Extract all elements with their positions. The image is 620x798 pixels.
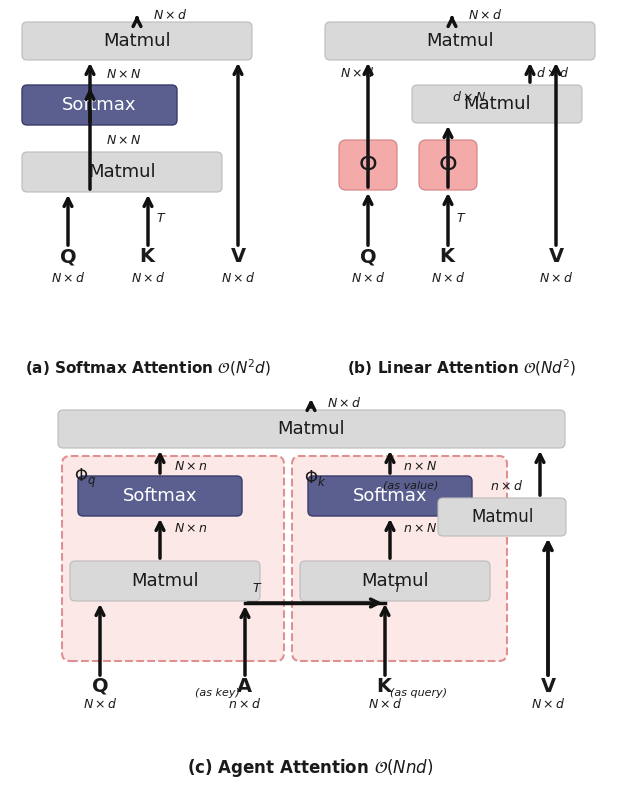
FancyBboxPatch shape — [22, 152, 222, 192]
Text: $N \times d$: $N \times d$ — [221, 271, 255, 285]
Text: Softmax: Softmax — [353, 487, 427, 505]
Text: $T$: $T$ — [156, 211, 166, 224]
Text: $\mathbf{K}$: $\mathbf{K}$ — [139, 247, 157, 267]
Text: $N \times n$: $N \times n$ — [174, 460, 208, 472]
Text: Matmul: Matmul — [472, 508, 534, 526]
FancyBboxPatch shape — [22, 85, 177, 125]
Text: (as key): (as key) — [195, 688, 240, 698]
Text: Softmax: Softmax — [62, 96, 136, 114]
FancyBboxPatch shape — [292, 456, 507, 661]
Text: $\mathbf{K}$: $\mathbf{K}$ — [376, 677, 394, 696]
FancyBboxPatch shape — [70, 561, 260, 601]
Text: (a) Softmax Attention $\mathcal{O}(N^2d)$: (a) Softmax Attention $\mathcal{O}(N^2d)… — [25, 358, 271, 378]
Text: $T$: $T$ — [393, 582, 404, 595]
Text: $d \times d$: $d \times d$ — [536, 66, 569, 80]
Text: (as value): (as value) — [383, 481, 438, 491]
Text: $n \times N$: $n \times N$ — [403, 522, 437, 535]
Text: $\mathbf{K}$: $\mathbf{K}$ — [439, 247, 457, 267]
Text: Matmul: Matmul — [88, 163, 156, 181]
FancyBboxPatch shape — [339, 140, 397, 190]
Text: $N \times N$: $N \times N$ — [106, 69, 142, 81]
Text: $n \times N$: $n \times N$ — [403, 460, 437, 472]
FancyBboxPatch shape — [58, 410, 565, 448]
FancyBboxPatch shape — [78, 476, 242, 516]
Text: $\mathbf{Q}$: $\mathbf{Q}$ — [59, 247, 77, 267]
Text: $N \times d$: $N \times d$ — [131, 271, 166, 285]
Text: $N \times d$: $N \times d$ — [82, 697, 117, 711]
Text: Matmul: Matmul — [103, 32, 171, 50]
Text: $N \times d$: $N \times d$ — [340, 66, 374, 80]
Text: $\mathbf{A}$: $\mathbf{A}$ — [236, 677, 254, 696]
Text: $\Phi$: $\Phi$ — [358, 153, 378, 177]
FancyBboxPatch shape — [308, 476, 472, 516]
Text: $N \times d$: $N \times d$ — [531, 697, 565, 711]
Text: $n \times d$: $n \times d$ — [490, 479, 523, 493]
Text: Matmul: Matmul — [361, 572, 429, 590]
Text: $N \times d$: $N \times d$ — [431, 271, 466, 285]
Text: Matmul: Matmul — [277, 420, 345, 438]
Text: $\mathbf{V}$: $\mathbf{V}$ — [547, 247, 564, 267]
FancyBboxPatch shape — [419, 140, 477, 190]
Text: (b) Linear Attention $\mathcal{O}(Nd^2)$: (b) Linear Attention $\mathcal{O}(Nd^2)$ — [347, 358, 577, 378]
FancyBboxPatch shape — [412, 85, 582, 123]
Text: (as query): (as query) — [390, 688, 447, 698]
FancyBboxPatch shape — [62, 456, 284, 661]
Text: $N \times d$: $N \times d$ — [539, 271, 574, 285]
Text: $\mathbf{V}$: $\mathbf{V}$ — [229, 247, 247, 267]
FancyBboxPatch shape — [22, 22, 252, 60]
Text: $N \times d$: $N \times d$ — [153, 8, 188, 22]
FancyBboxPatch shape — [325, 22, 595, 60]
Text: $N \times d$: $N \times d$ — [327, 396, 361, 410]
Text: $N \times d$: $N \times d$ — [351, 271, 386, 285]
Text: $N \times N$: $N \times N$ — [106, 133, 142, 147]
FancyBboxPatch shape — [438, 498, 566, 536]
Text: (c) Agent Attention $\mathcal{O}(Nnd)$: (c) Agent Attention $\mathcal{O}(Nnd)$ — [187, 757, 433, 779]
Text: $\Phi_k$: $\Phi_k$ — [304, 468, 326, 488]
Text: Matmul: Matmul — [426, 32, 494, 50]
Text: Matmul: Matmul — [463, 95, 531, 113]
Text: $\mathbf{V}$: $\mathbf{V}$ — [539, 677, 557, 696]
Text: $\mathbf{Q}$: $\mathbf{Q}$ — [359, 247, 377, 267]
Text: $N \times n$: $N \times n$ — [174, 522, 208, 535]
Text: $N \times d$: $N \times d$ — [368, 697, 402, 711]
Text: Matmul: Matmul — [131, 572, 199, 590]
FancyBboxPatch shape — [300, 561, 490, 601]
Text: Softmax: Softmax — [123, 487, 197, 505]
Text: $N \times d$: $N \times d$ — [468, 8, 503, 22]
Text: $N \times d$: $N \times d$ — [51, 271, 86, 285]
Text: $T$: $T$ — [252, 582, 262, 595]
Text: $\Phi_q$: $\Phi_q$ — [74, 466, 96, 490]
Text: $n \times d$: $n \times d$ — [228, 697, 262, 711]
Text: $\Phi$: $\Phi$ — [438, 153, 458, 177]
Text: $d \times N$: $d \times N$ — [452, 90, 486, 104]
Text: $T$: $T$ — [456, 211, 466, 224]
Text: $\mathbf{Q}$: $\mathbf{Q}$ — [91, 676, 109, 696]
